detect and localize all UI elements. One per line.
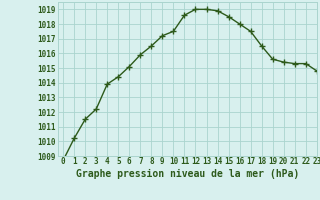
X-axis label: Graphe pression niveau de la mer (hPa): Graphe pression niveau de la mer (hPa): [76, 169, 299, 179]
